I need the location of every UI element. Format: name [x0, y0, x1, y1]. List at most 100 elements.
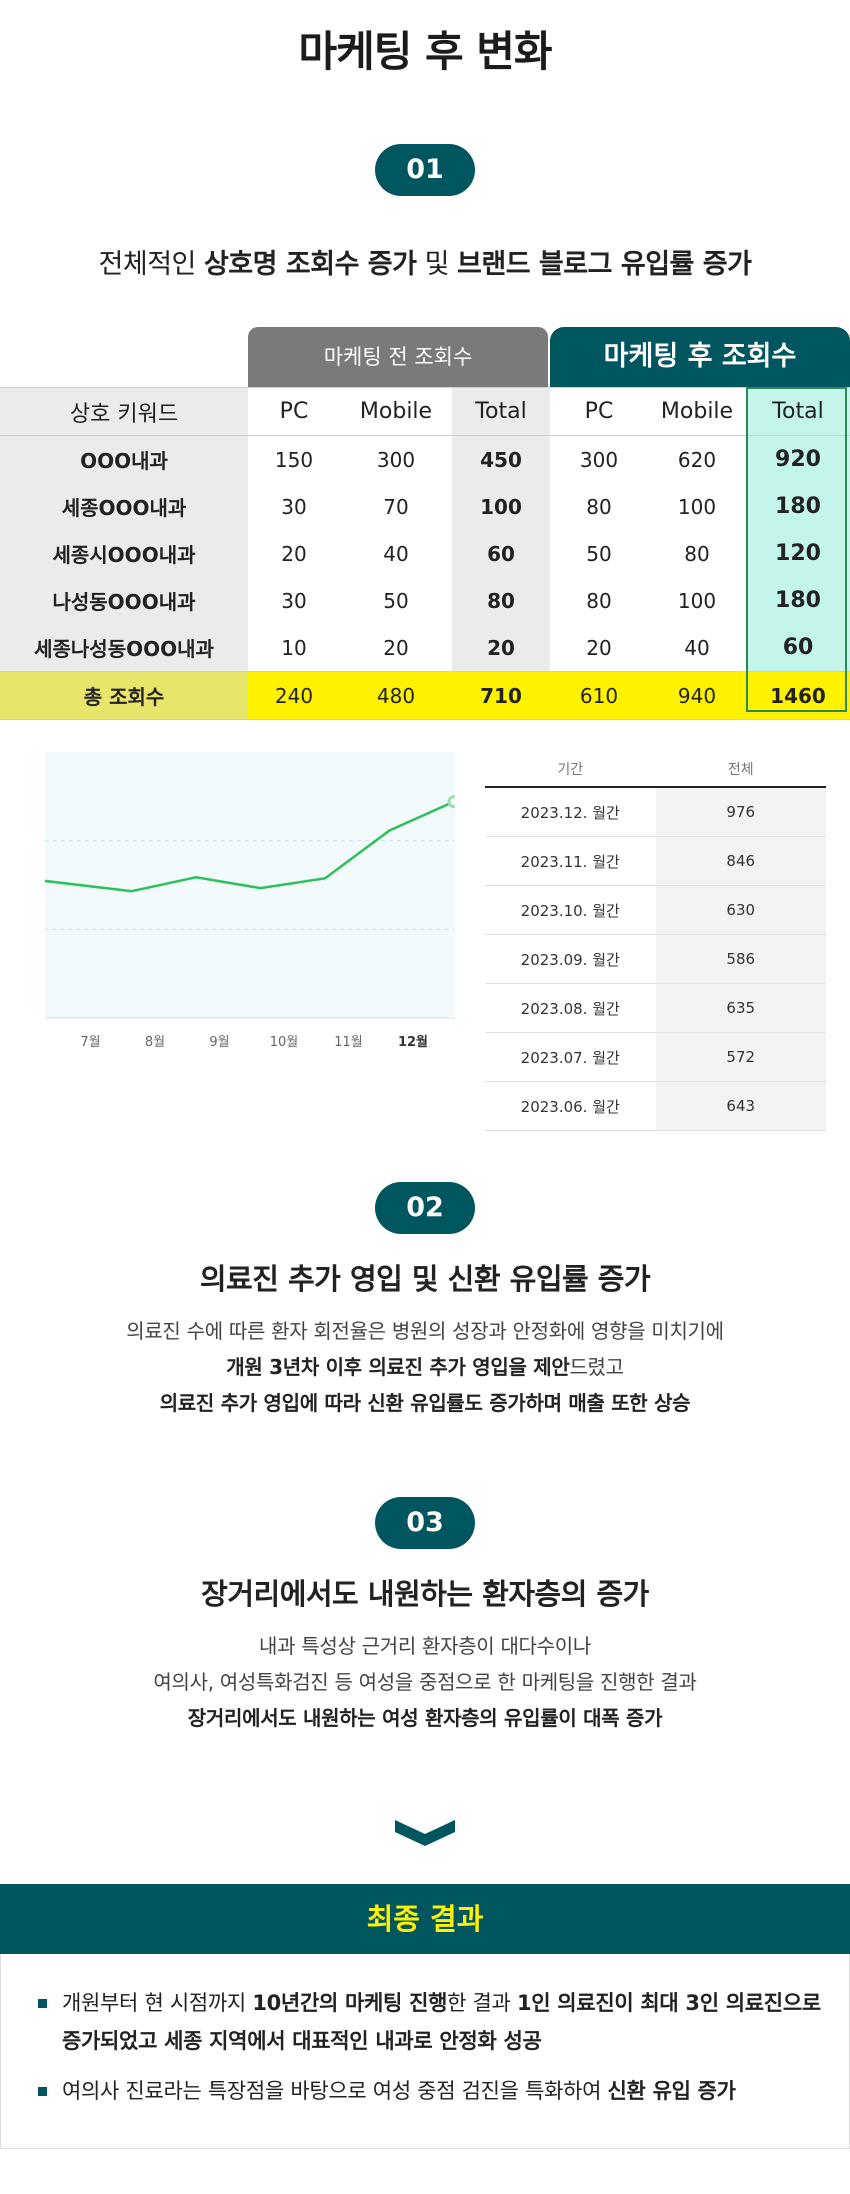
total-before-cell: 20 — [452, 624, 550, 672]
final-bullet-2: 여의사 진료라는 특장점을 바탕으로 여성 중점 검진을 특화하여 신환 유입 … — [38, 2072, 828, 2110]
table-sum-row: 총 조회수 240 480 710 610 940 1460 — [0, 671, 850, 720]
desc-bold: 장거리에서도 내원하는 여성 환자층의 유입률이 대폭 증가 — [187, 1706, 663, 1730]
bullet-plain: 여의사 진료라는 특장점을 바탕으로 여성 중점 검진을 특화하여 — [62, 2079, 608, 2103]
period-header-row: 기간 전체 — [485, 752, 826, 788]
x-tick-label: 10월 — [270, 1035, 299, 1050]
views-cell: 630 — [655, 885, 826, 935]
keyword-cell: 나성동OOO내과 — [0, 577, 248, 624]
table-row: 세종OOO내과 30 70 100 80 100 180 — [0, 483, 850, 530]
views-cell: 635 — [655, 983, 826, 1033]
table-cell: 50 — [383, 588, 409, 613]
bullet-bold: 신환 유입 증가 — [607, 2079, 736, 2103]
total-before-cell: 100 — [452, 483, 550, 530]
page-title: 마케팅 후 변화 — [298, 27, 552, 76]
total-before-cell: 60 — [452, 530, 550, 577]
total-after-cell: 120 — [746, 530, 850, 577]
column-header: Mobile — [340, 387, 452, 436]
period-table: 기간 전체 2023.12. 월간 976 2023.11. 월간 846 2023… — [485, 752, 826, 1131]
table-row: 나성동OOO내과 30 50 80 80 100 180 — [0, 577, 850, 624]
table-row: 2023.06. 월간 643 — [485, 1081, 826, 1131]
table-cell: 300 — [376, 447, 416, 472]
table-cell: 80 — [586, 494, 612, 519]
desc-text: 드렸고 — [569, 1355, 624, 1379]
header-after-marketing: 마케팅 후 조회수 — [550, 327, 850, 387]
header-before-marketing: 마케팅 전 조회수 — [248, 327, 548, 387]
period-cell: 2023.07. 월간 — [485, 1032, 656, 1082]
desc-line: 의료진 수에 따른 환자 회전율은 병원의 성장과 안정화에 영향을 미치기에 — [126, 1319, 724, 1343]
table-header-row: 상호 키워드 PC Mobile Total PC Mobile Total — [0, 387, 850, 436]
table-cell: 20 — [383, 635, 409, 660]
x-tick-label: 9월 — [209, 1035, 229, 1050]
period-cell: 2023.10. 월간 — [485, 885, 656, 935]
section3-title: 장거리에서도 내원하는 환자층의 증가 — [201, 1577, 649, 1611]
x-tick-label: 11월 — [334, 1035, 363, 1050]
final-result-title: 최종 결과 — [0, 1884, 850, 1954]
section-number-badge: 02 — [375, 1182, 475, 1234]
column-header: PC — [550, 387, 648, 436]
desc-bold: 의료진 추가 영입에 따라 신환 유입률도 증가하며 매출 또한 상승 — [159, 1391, 691, 1415]
desc-line: 내과 특성상 근거리 환자층이 대다수이나 — [259, 1634, 591, 1658]
table-cell: 40 — [383, 541, 409, 566]
total-after-cell: 60 — [746, 624, 850, 672]
sum-total-after-cell: 1460 — [746, 671, 850, 720]
table-row: 2023.07. 월간 572 — [485, 1032, 826, 1082]
views-cell: 846 — [655, 836, 826, 886]
section2-description: 의료진 수에 따른 환자 회전율은 병원의 성장과 안정화에 영향을 미치기에 … — [0, 1313, 850, 1421]
bullet-text: 개원부터 현 시점까지 10년간의 마케팅 진행한 결과 1인 의료진이 최대 … — [62, 1984, 828, 2060]
total-after-cell: 180 — [746, 577, 850, 624]
total-after-cell: 180 — [746, 483, 850, 530]
chevron-down-icon — [395, 1820, 455, 1846]
bullet-text: 여의사 진료라는 특장점을 바탕으로 여성 중점 검진을 특화하여 신환 유입 … — [62, 2072, 828, 2110]
table-cell: 100 — [677, 494, 717, 519]
section-number-badge: 01 — [375, 144, 475, 196]
final-bullet-1: 개원부터 현 시점까지 10년간의 마케팅 진행한 결과 1인 의료진이 최대 … — [38, 1984, 828, 2060]
column-header: 전체 — [655, 752, 826, 788]
section-number-badge: 03 — [375, 1497, 475, 1549]
sum-cell: 480 — [340, 671, 452, 720]
desc-bold: 개원 3년차 이후 의료진 추가 영입을 제안 — [226, 1355, 570, 1379]
x-tick-label: 8월 — [145, 1035, 165, 1050]
table-cell: 40 — [684, 635, 710, 660]
total-after-cell: 920 — [746, 435, 850, 483]
views-cell: 572 — [655, 1032, 826, 1082]
keyword-table: 상호 키워드 PC Mobile Total PC Mobile Total O… — [0, 387, 850, 720]
total-before-cell: 80 — [452, 577, 550, 624]
x-tick-label: 12월 — [398, 1034, 428, 1050]
table-row: 2023.10. 월간 630 — [485, 885, 826, 935]
table-row: 2023.08. 월간 635 — [485, 983, 826, 1033]
x-tick-label: 7월 — [80, 1035, 100, 1050]
column-header: Total — [746, 387, 850, 436]
column-header: 기간 — [485, 752, 656, 788]
keyword-cell: OOO내과 — [0, 435, 248, 483]
sum-label-cell: 총 조회수 — [0, 671, 248, 720]
desc-line: 의료진 추가 영입에 따라 신환 유입률도 증가하며 매출 또한 상승 — [0, 1385, 850, 1421]
period-views-table: 기간 전체 2023.12. 월간 976 2023.11. 월간 846 2023… — [485, 752, 826, 1131]
table-cell: 150 — [274, 447, 314, 472]
sum-total-before-cell: 710 — [452, 671, 550, 720]
section3-description: 내과 특성상 근거리 환자층이 대다수이나 여의사, 여성특화검진 등 여성을 … — [0, 1628, 850, 1736]
table-cell: 10 — [281, 635, 307, 660]
sum-cell: 940 — [648, 671, 746, 720]
bullet-bold: 증가되었고 세종 지역에서 대표적인 내과로 안정화 성공 — [62, 2029, 542, 2053]
table-cell: 50 — [586, 541, 612, 566]
table-cell: 100 — [677, 588, 717, 613]
table-row: 세종나성동OOO내과 10 20 20 20 40 60 — [0, 624, 850, 672]
line-chart-svg: 6월7월8월9월10월11월12월 — [0, 752, 473, 1070]
keyword-cell: 세종OOO내과 — [0, 483, 248, 530]
table-cell: 80 — [684, 541, 710, 566]
period-cell: 2023.09. 월간 — [485, 934, 656, 984]
table-row: 2023.09. 월간 586 — [485, 934, 826, 984]
table-row: 2023.12. 월간 976 — [485, 787, 826, 837]
table-cell: 20 — [281, 541, 307, 566]
views-cell: 976 — [655, 787, 826, 837]
desc-line: 개원 3년차 이후 의료진 추가 영입을 제안드렸고 — [0, 1349, 850, 1385]
column-header: Total — [452, 387, 550, 436]
table-cell: 620 — [677, 447, 717, 472]
headline-text: 전체적인 — [98, 249, 204, 280]
keyword-cell: 세종시OOO내과 — [0, 530, 248, 577]
keyword-views-table: 마케팅 전 조회수 마케팅 후 조회수 상호 키워드 PC Mobile Tot… — [0, 327, 850, 720]
table-cell: 70 — [383, 494, 409, 519]
table-cell: 20 — [586, 635, 612, 660]
bullet-plain: 개원부터 현 시점까지 — [62, 1991, 253, 2015]
views-cell: 586 — [655, 934, 826, 984]
